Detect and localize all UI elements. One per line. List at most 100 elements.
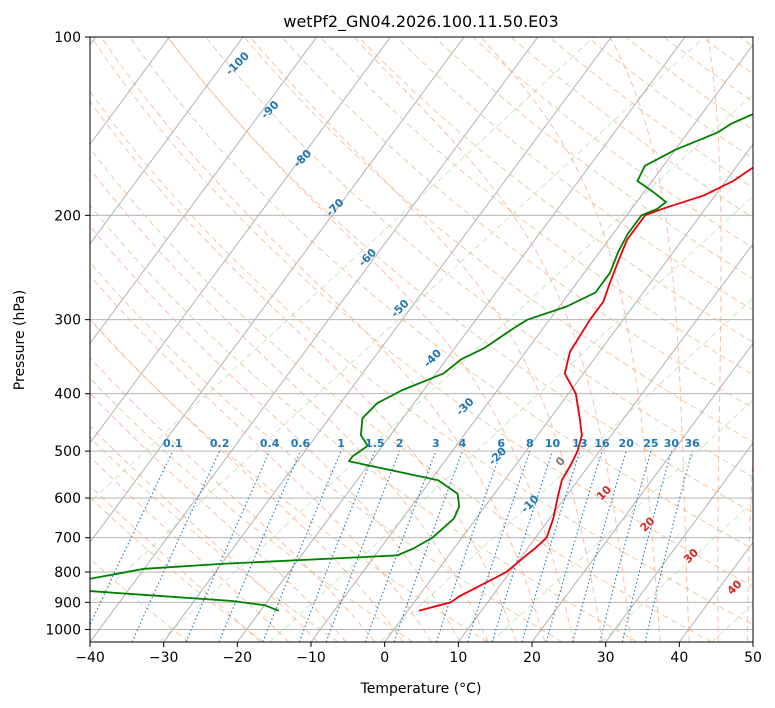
mixing-ratio-line bbox=[435, 450, 502, 642]
mixing-ratio-label: 0.4 bbox=[260, 437, 280, 450]
x-tick-label: −10 bbox=[296, 650, 326, 666]
mixing-ratio-label: 10 bbox=[545, 437, 561, 450]
moist-adiabat-line bbox=[90, 455, 290, 642]
isotherm-line bbox=[90, 37, 391, 444]
moist-adiabat-line bbox=[249, 37, 603, 642]
mixing-ratio-label: 4 bbox=[459, 437, 467, 450]
x-tick-label: −30 bbox=[149, 650, 179, 666]
y-axis-label: Pressure (hPa) bbox=[12, 290, 28, 390]
mixing-ratio-line bbox=[393, 450, 463, 642]
mixing-ratio-label: 0.1 bbox=[163, 437, 183, 450]
moist-adiabat-line bbox=[90, 392, 347, 642]
mixing-ratio-line bbox=[545, 450, 603, 642]
dry-adiabat-line bbox=[319, 37, 753, 376]
mixing-ratio-label: 1.5 bbox=[365, 437, 385, 450]
dry-adiabat-line bbox=[129, 37, 753, 550]
mixing-ratio-label: 0.2 bbox=[210, 437, 230, 450]
moist-adiabat-line bbox=[609, 37, 690, 642]
x-tick-label: −40 bbox=[75, 650, 105, 666]
mixing-ratio-label: 30 bbox=[664, 437, 680, 450]
mixing-ratio-label: 1 bbox=[337, 437, 345, 450]
isotherm-line bbox=[310, 43, 753, 642]
moist-adiabat-line bbox=[90, 168, 489, 642]
mixing-ratio-line bbox=[218, 450, 302, 642]
mixing-ratio-line bbox=[298, 450, 376, 642]
y-tick-label: 100 bbox=[54, 30, 81, 46]
moist-adiabat-line bbox=[167, 37, 575, 642]
isotherm-line bbox=[236, 37, 686, 642]
mixing-ratio-label: 2 bbox=[396, 437, 404, 450]
mixing-ratio-label: 3 bbox=[432, 437, 440, 450]
axis-ticks: −40 −30 −20 −10 0 10 20 30 40 5010020030040050060… bbox=[45, 30, 762, 666]
saturation-line bbox=[90, 37, 705, 605]
plot-frame bbox=[89, 36, 754, 643]
dewpoint-line bbox=[90, 113, 753, 612]
moist-adiabat-line bbox=[480, 37, 661, 642]
x-tick-label: 20 bbox=[523, 650, 541, 666]
mixing-ratio-line bbox=[364, 450, 437, 642]
isotherm-line bbox=[457, 243, 753, 642]
dry-adiabat-line bbox=[167, 37, 753, 514]
chart-title: wetPf2_GN04.2026.100.11.50.E03 bbox=[283, 12, 558, 32]
mixing-ratio-line bbox=[466, 450, 531, 642]
moist-adiabat-line bbox=[90, 100, 517, 642]
isotherm-line bbox=[384, 143, 753, 642]
mixing-ratio-line bbox=[644, 450, 693, 642]
mixing-ratio-label: 20 bbox=[619, 437, 635, 450]
y-tick-label: 300 bbox=[54, 313, 81, 329]
x-tick-label: −20 bbox=[223, 650, 253, 666]
mixing-ratio-label: 16 bbox=[594, 437, 610, 450]
y-tick-label: 800 bbox=[54, 565, 81, 581]
dry-adiabat-line bbox=[90, 90, 753, 626]
saturation-line bbox=[90, 37, 595, 503]
moist-adiabat-line bbox=[90, 225, 461, 642]
dry-adiabat-line bbox=[90, 261, 563, 642]
isotherm-line bbox=[605, 442, 753, 642]
isotherm-line bbox=[90, 37, 244, 245]
dry-adiabat-line bbox=[358, 37, 753, 343]
mixing-ratio-label: 8 bbox=[526, 437, 534, 450]
moist-adiabat-line bbox=[90, 318, 404, 642]
y-tick-label: 1000 bbox=[45, 622, 81, 638]
saturation-line bbox=[380, 297, 753, 642]
mixing-ratio-line bbox=[262, 450, 342, 642]
mixing-ratio-line bbox=[572, 450, 627, 642]
plot-grid bbox=[90, 37, 753, 642]
mixing-ratio-line bbox=[621, 450, 672, 642]
mixing-ratio-label: 13 bbox=[572, 437, 587, 450]
y-tick-label: 400 bbox=[54, 387, 81, 403]
dry-adiabat-line bbox=[90, 147, 712, 642]
dry-adiabat-line bbox=[90, 204, 638, 642]
x-tick-label: 40 bbox=[670, 650, 688, 666]
dry-adiabat-line bbox=[90, 37, 753, 587]
isotherm-line bbox=[90, 37, 539, 642]
isotherm-line bbox=[531, 342, 753, 642]
x-tick-label: 50 bbox=[744, 650, 762, 666]
x-axis-label: Temperature (°C) bbox=[360, 681, 482, 697]
mixing-ratio-line bbox=[325, 450, 401, 642]
moist-adiabat-line bbox=[707, 37, 722, 642]
y-tick-label: 900 bbox=[54, 595, 81, 611]
mixing-ratio-label: 25 bbox=[643, 437, 658, 450]
x-tick-label: 0 bbox=[380, 650, 389, 666]
mixing-ratio-line bbox=[599, 450, 652, 642]
dry-adiabat-line bbox=[396, 37, 753, 311]
plot-series bbox=[90, 113, 753, 612]
isotherm-line bbox=[90, 37, 170, 146]
dry-adiabat-line bbox=[90, 377, 414, 642]
isotherm-line bbox=[90, 37, 318, 345]
moist-adiabat-line bbox=[353, 37, 632, 642]
mixing-ratio-line bbox=[491, 450, 554, 642]
x-tick-label: 30 bbox=[597, 650, 615, 666]
x-tick-label: 10 bbox=[449, 650, 467, 666]
y-tick-label: 200 bbox=[54, 208, 81, 224]
temperature-line bbox=[418, 166, 753, 612]
saturation-line bbox=[490, 399, 753, 642]
mixing-ratio-label: 36 bbox=[685, 437, 701, 450]
y-tick-label: 500 bbox=[54, 444, 81, 460]
moist-adiabat-line bbox=[90, 274, 432, 642]
isotherm-line bbox=[163, 37, 612, 642]
moist-adiabat-line bbox=[746, 445, 753, 642]
y-tick-label: 700 bbox=[54, 531, 81, 547]
